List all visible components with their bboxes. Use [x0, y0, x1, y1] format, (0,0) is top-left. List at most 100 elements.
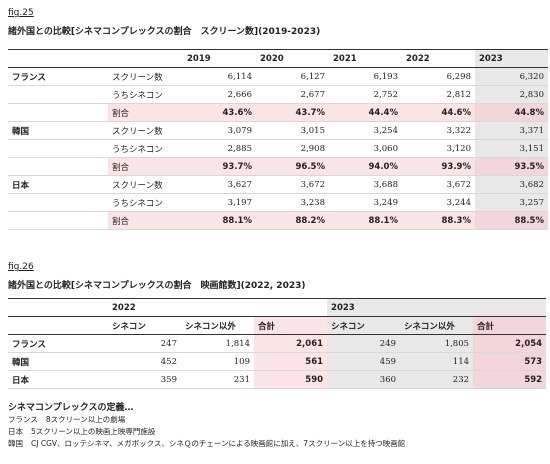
value: 590 [254, 370, 328, 389]
value: 114 [400, 352, 474, 371]
notes: シネマコンプレックスの定義… フランス 8スクリーン以上の劇場 日本 5スクリーン以上の… [8, 402, 405, 450]
data-row: 韓国 452 109 561 459 114 573 [8, 352, 547, 371]
screens-table: 2019 2020 2021 2022 2023 フランス スクリーン数 6,114 6,127… [8, 49, 548, 230]
value: 6,320 [475, 67, 548, 86]
column-header: シネコン [327, 316, 401, 335]
value: 459 [327, 352, 401, 371]
value: 592 [473, 370, 547, 389]
metric: 割合 [108, 211, 183, 230]
metric: うちシネコン [108, 139, 183, 158]
data-row: フランス 247 1,814 2,061 249 1,805 2,054 [8, 334, 547, 353]
value: 1,814 [181, 334, 254, 353]
header-row: 2019 2020 2021 2022 2023 [8, 49, 548, 68]
blank-cell [108, 49, 183, 68]
value: 6,298 [402, 67, 475, 86]
note-item: 日本 5スクリーン以上の映画上映専門施設 [8, 426, 405, 438]
value: 44.4% [329, 103, 402, 122]
note-country: 日本 [8, 427, 23, 436]
value: 360 [327, 370, 401, 389]
value: 88.1% [329, 211, 402, 230]
value: 43.6% [183, 103, 256, 122]
figure-title: 諸外国との比較[シネマコンプレックスの割合 スクリーン数](2019-2023) [8, 27, 321, 37]
notes-heading: シネマコンプレックスの定義… [8, 403, 134, 413]
figure-title: 諸外国との比較[シネマコンプレックスの割合 映画館数](2022, 2023) [8, 281, 306, 291]
note-country: 韓国 [8, 439, 23, 448]
value: 93.9% [402, 157, 475, 176]
value: 2,752 [329, 85, 402, 104]
value: 3,254 [329, 121, 402, 140]
note-item: フランス 8スクリーン以上の劇場 [8, 414, 405, 426]
note-item: 韓国 CJ CGV、ロッテシネマ、メガボックス、シネＱのチェーンによる映画館に加え… [8, 438, 405, 450]
value: 3,238 [256, 193, 329, 212]
value: 561 [254, 352, 328, 371]
year-header: 2023 [475, 49, 548, 68]
theaters-table: 2022 2023 シネコン シネコン以外 合計 シネコン シネコン以外 合計 フランス 247 1… [8, 298, 547, 389]
year-header: 2021 [329, 49, 402, 68]
blank-cell [8, 316, 108, 335]
value: 249 [327, 334, 401, 353]
value: 3,120 [402, 139, 475, 158]
value: 232 [400, 370, 474, 389]
value: 2,054 [473, 334, 547, 353]
data-row: フランス スクリーン数 6,114 6,127 6,193 6,298 6,320 [8, 67, 548, 86]
blank-cell [8, 157, 108, 176]
value: 6,114 [183, 67, 256, 86]
value: 247 [108, 334, 181, 353]
data-row: 日本 スクリーン数 3,627 3,672 3,688 3,672 3,682 [8, 175, 548, 194]
column-header: 合計 [254, 316, 328, 335]
data-row: 日本 359 231 590 360 232 592 [8, 370, 547, 389]
year-header: 2022 [108, 298, 328, 317]
column-header: シネコン [108, 316, 181, 335]
data-row: うちシネコン 3,197 3,238 3,249 3,244 3,257 [8, 193, 548, 212]
note-text: 5スクリーン以上の映画上映専門施設 [31, 427, 156, 436]
blank-cell [8, 298, 108, 317]
blank-cell [8, 49, 108, 68]
year-header: 2020 [256, 49, 329, 68]
value: 88.5% [475, 211, 548, 230]
value: 3,672 [256, 175, 329, 194]
blank-cell [8, 211, 108, 230]
figure-label: fig.25 [8, 8, 34, 18]
value: 3,015 [256, 121, 329, 140]
metric: うちシネコン [108, 193, 183, 212]
value: 3,060 [329, 139, 402, 158]
country: 韓国 [8, 352, 108, 371]
value: 2,885 [183, 139, 256, 158]
value: 1,805 [400, 334, 474, 353]
value: 44.8% [475, 103, 548, 122]
value: 96.5% [256, 157, 329, 176]
value: 573 [473, 352, 547, 371]
data-row: 割合 43.6% 43.7% 44.4% 44.6% 44.8% [8, 103, 548, 122]
value: 359 [108, 370, 181, 389]
country: 日本 [8, 175, 108, 194]
value: 6,193 [329, 67, 402, 86]
value: 3,151 [475, 139, 548, 158]
value: 88.1% [183, 211, 256, 230]
data-row: 割合 88.1% 88.2% 88.1% 88.3% 88.5% [8, 211, 548, 230]
country: 韓国 [8, 121, 108, 140]
value: 452 [108, 352, 181, 371]
figure-label: fig.26 [8, 262, 34, 272]
value: 3,257 [475, 193, 548, 212]
year-header: 2019 [183, 49, 256, 68]
value: 3,249 [329, 193, 402, 212]
data-row: うちシネコン 2,666 2,677 2,752 2,812 2,830 [8, 85, 548, 104]
value: 94.0% [329, 157, 402, 176]
note-text: CJ CGV、ロッテシネマ、メガボックス、シネＱのチェーンによる映画館に加え、7… [31, 439, 406, 448]
year-header: 2022 [402, 49, 475, 68]
data-row: 韓国 スクリーン数 3,079 3,015 3,254 3,322 3,371 [8, 121, 548, 140]
value: 88.3% [402, 211, 475, 230]
column-header: シネコン以外 [400, 316, 474, 335]
data-row: 割合 93.7% 96.5% 94.0% 93.9% 93.5% [8, 157, 548, 176]
column-header: 合計 [473, 316, 547, 335]
value: 2,908 [256, 139, 329, 158]
value: 93.5% [475, 157, 548, 176]
blank-cell [8, 139, 108, 158]
metric: うちシネコン [108, 85, 183, 104]
value: 231 [181, 370, 254, 389]
country: フランス [8, 67, 108, 86]
value: 3,079 [183, 121, 256, 140]
note-country: フランス [8, 415, 38, 424]
